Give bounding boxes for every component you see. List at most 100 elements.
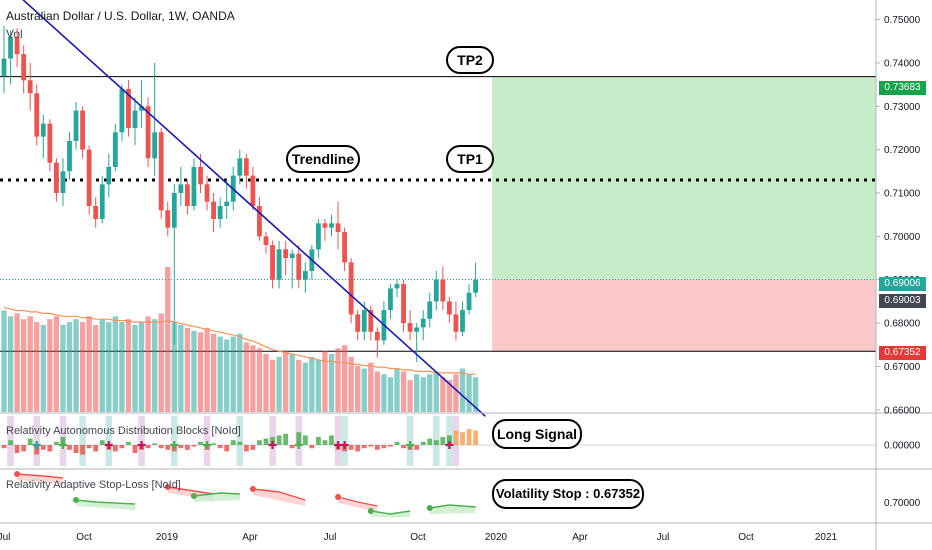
volume-bar bbox=[53, 316, 60, 412]
volume-moving-average bbox=[3, 307, 476, 375]
distribution-bar bbox=[257, 440, 262, 445]
candle-body bbox=[54, 162, 59, 193]
stop-line-segment bbox=[337, 496, 378, 507]
candle-body bbox=[93, 206, 99, 220]
candle-body bbox=[257, 206, 262, 237]
target-zone bbox=[492, 76, 876, 280]
candle-body bbox=[132, 110, 138, 128]
volume-bar bbox=[361, 368, 367, 412]
stop-dot bbox=[164, 484, 171, 490]
volume-bar bbox=[427, 374, 433, 412]
distribution-bar bbox=[21, 445, 27, 452]
distribution-bar bbox=[1, 445, 7, 449]
volume-bar bbox=[204, 327, 210, 412]
x-tick-label: 2021 bbox=[815, 532, 838, 543]
stop-band bbox=[76, 500, 135, 510]
entry-price-tag: 0.69006 bbox=[879, 277, 926, 291]
candle-body bbox=[342, 232, 347, 263]
distribution-bar bbox=[414, 445, 420, 450]
x-tick-label: Jul bbox=[657, 532, 670, 543]
candle-body bbox=[263, 236, 269, 246]
signal-block bbox=[236, 416, 244, 466]
distribution-bar bbox=[158, 445, 164, 449]
volume-ma-line bbox=[3, 307, 476, 375]
x-tick-label: Jul bbox=[324, 532, 337, 543]
candle-body bbox=[171, 192, 177, 228]
distribution-bar bbox=[322, 440, 328, 445]
candle-body bbox=[40, 123, 46, 137]
distribution-bar bbox=[361, 445, 367, 449]
distribution-bar bbox=[237, 441, 243, 445]
volume-bar bbox=[282, 351, 289, 412]
candle-body bbox=[276, 249, 282, 280]
volume-bar bbox=[165, 267, 171, 412]
distribution-bar bbox=[289, 445, 295, 449]
candle-body bbox=[316, 223, 321, 250]
distribution-bar bbox=[453, 430, 459, 445]
distribution-bar bbox=[263, 438, 269, 445]
volume-bar bbox=[269, 359, 276, 412]
volume-bar bbox=[335, 348, 341, 412]
volume-bar bbox=[472, 377, 479, 412]
indicator-2-tick-label: 0.70000 bbox=[884, 498, 921, 509]
distribution-bar bbox=[466, 429, 472, 445]
candle-body bbox=[1, 58, 7, 76]
candle-body bbox=[453, 314, 459, 332]
distribution-bar bbox=[433, 440, 439, 445]
candle-body bbox=[8, 36, 13, 59]
volume-bar bbox=[132, 325, 138, 412]
candle-body bbox=[237, 158, 243, 176]
distribution-bar bbox=[93, 445, 99, 452]
distribution-bar bbox=[276, 435, 282, 445]
stop-dot bbox=[190, 493, 197, 499]
distribution-bar bbox=[394, 441, 400, 445]
volume-bar bbox=[119, 322, 125, 412]
volume-bar bbox=[420, 377, 426, 412]
distribution-bar bbox=[27, 438, 33, 445]
volume-bar bbox=[381, 374, 387, 412]
candle-body bbox=[139, 106, 144, 111]
distribution-bar bbox=[14, 445, 20, 453]
distribution-bar bbox=[348, 445, 354, 450]
volume-bar bbox=[27, 316, 33, 412]
volume-bar bbox=[184, 327, 191, 412]
volume-bar bbox=[191, 330, 197, 412]
distribution-bar bbox=[243, 445, 249, 452]
distribution-bar bbox=[86, 445, 92, 449]
stop-dot bbox=[367, 508, 374, 514]
y-tick-label: 0.72000 bbox=[884, 145, 921, 156]
distribution-bar bbox=[316, 437, 321, 445]
volume-bar bbox=[7, 316, 14, 412]
volume-bar bbox=[93, 325, 99, 412]
distribution-bar bbox=[145, 445, 151, 449]
distribution-bar bbox=[355, 445, 361, 452]
distribution-bar bbox=[34, 445, 40, 455]
distribution-bar bbox=[40, 445, 46, 450]
candle-body bbox=[217, 206, 223, 220]
volume-bar bbox=[73, 319, 79, 412]
distribution-bar bbox=[447, 435, 452, 445]
volume-bar bbox=[60, 325, 66, 412]
stop-line-segment bbox=[370, 510, 411, 515]
candle-body bbox=[106, 166, 112, 185]
distribution-bar bbox=[309, 445, 315, 449]
stop-band bbox=[429, 505, 476, 514]
stop-line-segment bbox=[17, 473, 63, 479]
candle-body bbox=[283, 249, 289, 259]
stop-dot bbox=[335, 494, 342, 500]
volume-bar bbox=[86, 316, 92, 412]
last-price-tag: 0.69003 bbox=[879, 294, 926, 308]
candle-body bbox=[355, 314, 361, 332]
volume-bar bbox=[106, 322, 112, 412]
candle-body bbox=[433, 279, 439, 302]
volume-bar bbox=[289, 354, 295, 412]
volume-bar bbox=[276, 356, 282, 412]
volatility-stop-callout: Volatility Stop : 0.67352 bbox=[492, 479, 644, 509]
volume-bars bbox=[1, 267, 479, 412]
candle-body bbox=[34, 93, 40, 137]
x-tick-label: Oct bbox=[738, 532, 754, 543]
distribution-bar bbox=[329, 435, 334, 445]
volume-bar bbox=[328, 354, 335, 412]
